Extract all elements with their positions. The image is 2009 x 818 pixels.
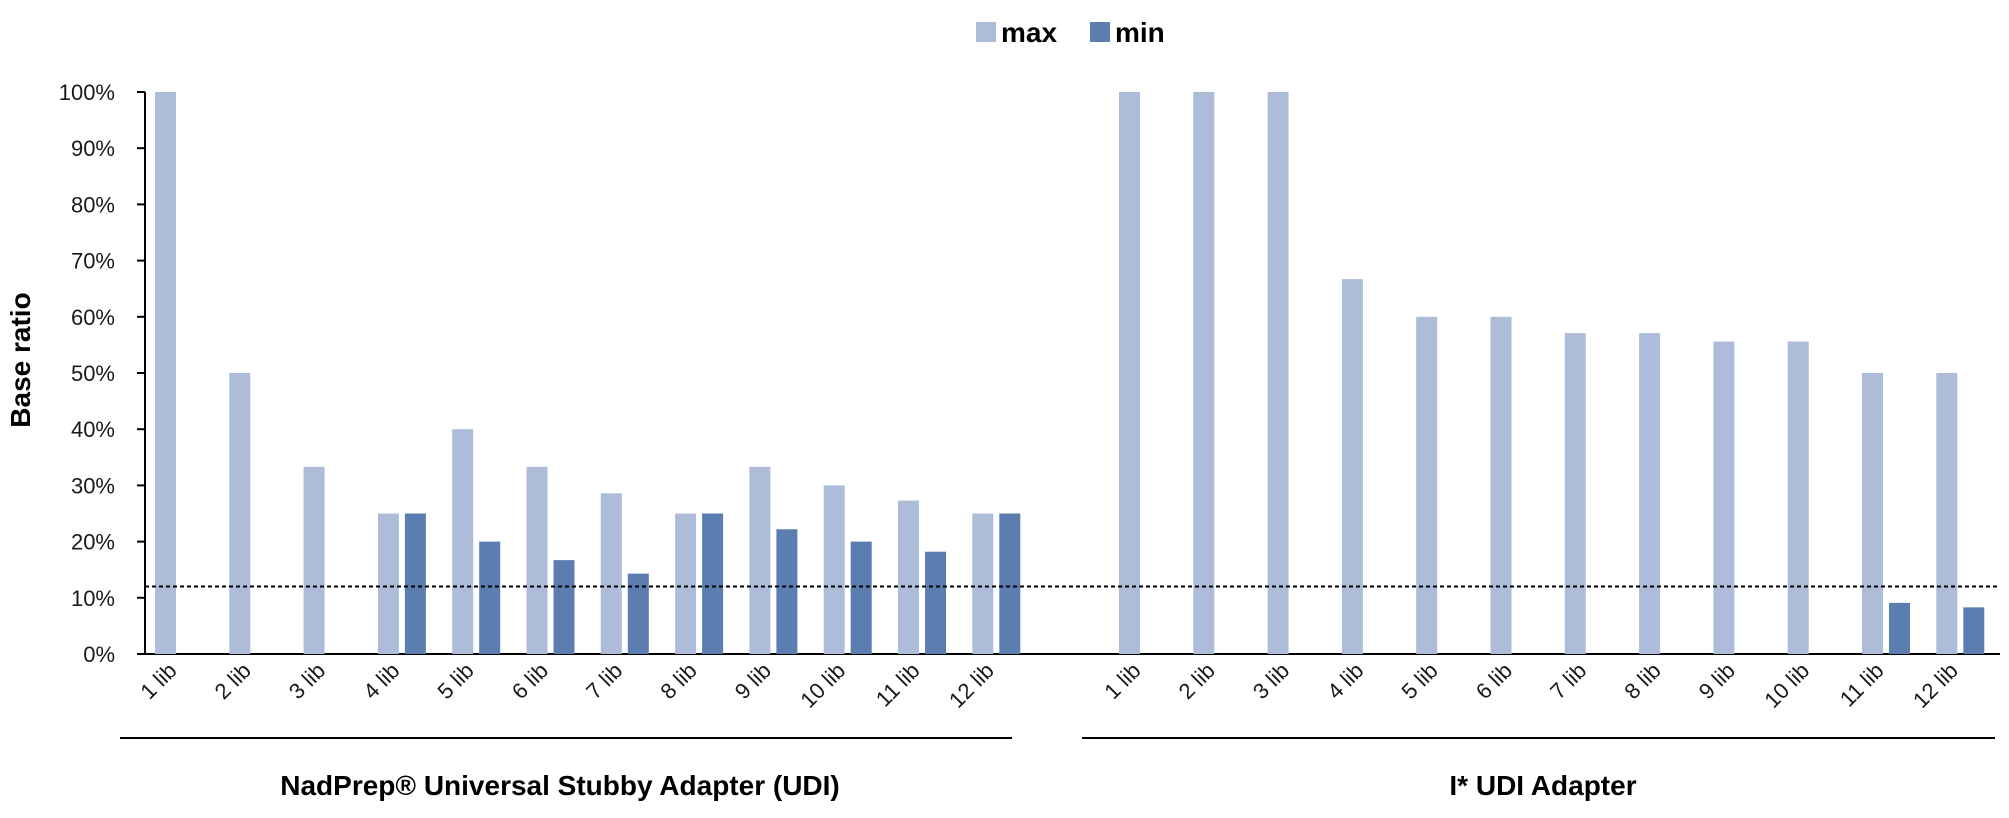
bar-min xyxy=(627,573,649,654)
y-tick-label: 70% xyxy=(71,249,115,274)
x-tick-label: 2 lib xyxy=(210,658,256,704)
bar-min xyxy=(553,560,575,654)
group-label-nadprep: NadPrep® Universal Stubby Adapter (UDI) xyxy=(280,770,839,801)
bar-max xyxy=(1639,333,1661,654)
bar-max xyxy=(1862,373,1883,654)
bar-max xyxy=(1490,316,1512,654)
bar-min xyxy=(1889,602,1910,654)
bar-max xyxy=(749,466,771,654)
x-tick-label: 9 lib xyxy=(730,658,776,704)
bar-max xyxy=(675,513,697,654)
bar-max xyxy=(1713,341,1735,654)
bar-max xyxy=(1119,92,1140,654)
bar-max xyxy=(1193,92,1215,654)
x-tick-label: 5 lib xyxy=(1397,658,1443,704)
bars xyxy=(155,92,1985,654)
x-tick-label: 10 lib xyxy=(795,658,850,713)
x-tick-label: 6 lib xyxy=(507,658,553,704)
bar-min xyxy=(776,529,798,654)
x-tick-label: 1 lib xyxy=(1099,658,1145,704)
x-tick-label: 12 lib xyxy=(1908,658,1963,713)
bar-max xyxy=(600,493,622,654)
y-tick-label: 0% xyxy=(83,642,115,667)
bar-min xyxy=(702,513,724,654)
bar-max xyxy=(303,466,325,654)
y-tick-label: 40% xyxy=(71,417,115,442)
legend-label-min: min xyxy=(1115,17,1165,48)
bar-max xyxy=(526,466,548,654)
bar-min xyxy=(479,541,501,654)
x-tick-label: 4 lib xyxy=(1322,658,1368,704)
legend-swatch-min xyxy=(1090,22,1110,42)
x-tick-label: 3 lib xyxy=(1248,658,1294,704)
x-tick-label: 6 lib xyxy=(1471,658,1517,704)
y-tick-label: 60% xyxy=(71,305,115,330)
x-tick-label: 7 lib xyxy=(581,658,627,704)
bar-max xyxy=(1341,279,1363,654)
x-tick-label: 5 lib xyxy=(433,658,479,704)
y-tick-label: 100% xyxy=(59,80,115,105)
bar-max xyxy=(452,429,474,654)
bar-min xyxy=(850,541,872,654)
group-label-istar: I* UDI Adapter xyxy=(1449,770,1636,801)
x-tick-label: 12 lib xyxy=(944,658,999,713)
legend-label-max: max xyxy=(1001,17,1057,48)
bar-max xyxy=(823,485,845,654)
x-tick-label: 11 lib xyxy=(871,658,925,712)
y-tick-label: 80% xyxy=(71,192,115,217)
axes: 0% 10% 20% 30% 40% 50% 60% 70% 80% 90% 100% xyxy=(59,80,2000,667)
bar-max xyxy=(155,92,176,654)
bar-min xyxy=(925,551,946,654)
bar-min xyxy=(404,513,426,654)
x-tick-label: 9 lib xyxy=(1694,658,1740,704)
bar-max xyxy=(898,500,919,654)
y-tick-label: 20% xyxy=(71,530,115,555)
bar-max xyxy=(1416,316,1438,654)
x-tick-label: 3 lib xyxy=(284,658,330,704)
category-labels: 1 lib 2 lib 3 lib 4 lib 5 lib 6 lib 7 lib 8 lib… xyxy=(135,658,1963,713)
x-tick-label: 10 lib xyxy=(1759,658,1814,713)
bar-max xyxy=(229,373,251,654)
x-tick-label: 7 lib xyxy=(1545,658,1591,704)
bar-max xyxy=(377,513,399,654)
legend: max min xyxy=(976,17,1165,48)
x-tick-label: 4 lib xyxy=(358,658,404,704)
x-tick-label: 2 lib xyxy=(1174,658,1220,704)
x-tick-label: 8 lib xyxy=(1619,658,1665,704)
x-tick-label: 1 lib xyxy=(135,658,181,704)
y-axis-title: Base ratio xyxy=(5,292,36,427)
y-tick-label: 10% xyxy=(71,586,115,611)
bar-min xyxy=(999,513,1021,654)
bar-max xyxy=(1787,341,1809,654)
x-tick-label: 11 lib xyxy=(1835,658,1889,712)
bar-min xyxy=(1963,607,1985,654)
bar-max xyxy=(1267,92,1289,654)
y-tick-label: 50% xyxy=(71,361,115,386)
y-tick-label: 30% xyxy=(71,473,115,498)
bar-max xyxy=(1936,373,1958,654)
bar-max xyxy=(1564,333,1586,654)
bar-max xyxy=(972,513,994,654)
legend-swatch-max xyxy=(976,22,996,42)
y-tick-label: 90% xyxy=(71,136,115,161)
x-tick-label: 8 lib xyxy=(655,658,701,704)
